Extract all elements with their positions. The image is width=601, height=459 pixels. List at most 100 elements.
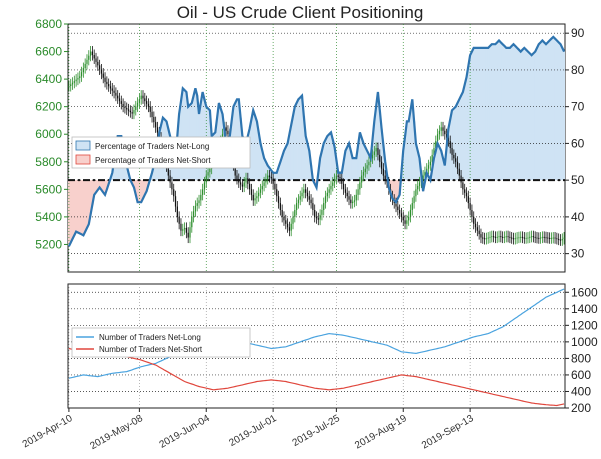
candle-body [209,168,211,173]
candle-body [174,196,177,207]
left-tick-label: 5800 [35,155,62,169]
candle-body [111,88,113,91]
x-tick-label: 2019-Aug-19 [353,413,409,452]
candle-body [203,182,206,190]
candle-body [492,236,495,238]
candle-body [144,98,146,102]
sentiment-bg-bar [414,143,418,181]
candle-body [539,237,542,239]
sentiment-bg-bar [185,91,188,181]
candle-body [431,154,433,162]
candle-body [131,112,133,114]
sentiment-bg-bar [498,40,501,181]
sentiment-bg-bar [111,172,114,181]
sentiment-bg-bar [346,147,349,181]
sentiment-bg-bar [433,158,436,181]
chart-title: Oil - US Crude Client Positioning [177,3,424,22]
candle-body [344,189,347,193]
candle-body [397,206,399,210]
candle-body [350,199,352,204]
sentiment-bg-bar [492,44,495,181]
candle-body [276,189,278,197]
candle-body [182,229,184,231]
right-tick-label: 40 [571,210,585,224]
sentiment-bg-bar [528,53,532,181]
candle-body [319,214,321,220]
candle-body [379,154,381,162]
sentiment-bg-bar [264,161,268,181]
candle-body [234,165,236,176]
right-tick-label: 60 [571,136,585,150]
candle-body [552,237,554,239]
candle-body [478,230,480,235]
candle-body [326,192,328,197]
candle-body [169,175,171,183]
left-tick-label: 6200 [35,100,62,114]
candle-body [288,227,291,231]
candle-body [467,196,469,204]
sentiment-bg-bar [348,143,351,181]
sentiment-bg-bar [483,47,486,181]
candle-body [102,73,104,78]
candle-body [330,185,332,190]
sentiment-bg-bar [474,47,477,181]
sentiment-bg-bar [507,47,510,181]
sentiment-bg-bar [516,47,519,181]
sentiment-bg-bar [377,91,380,181]
sentiment-bg-bar [154,158,157,181]
candle-body [444,130,446,135]
right-tick-label: 80 [571,63,585,77]
candle-body [556,238,558,240]
sentiment-bg-bar [105,180,109,190]
sentiment-bg-bar [519,51,523,181]
sentiment-bg-bar [395,180,398,203]
candle-body [115,92,117,96]
candle-body [408,216,410,221]
candle-body [558,238,560,240]
sentiment-bg-bar [496,42,499,181]
sentiment-bg-bar [362,143,365,181]
candle-body [292,216,294,224]
candle-body [314,210,316,217]
candle-body [323,203,325,210]
candle-body [324,196,327,204]
candle-body [97,61,99,66]
candle-body [265,179,267,183]
sentiment-bg-bar [527,51,530,181]
candle-body [306,192,309,197]
candle-body [241,184,244,187]
candle-body [305,189,307,193]
sentiment-bg-bar [545,44,548,181]
sentiment-bg-bar [391,180,394,199]
legend-label-net-long: Percentage of Traders Net-Long [95,142,209,151]
candle-body [79,76,81,78]
sentiment-bg-bar [476,47,479,181]
candle-body [453,154,455,159]
candle-body [547,237,549,239]
sentiment-bg-bar [252,110,255,181]
candle-body [267,175,269,179]
sentiment-bg-bar [254,115,257,181]
candle-body [440,127,442,131]
candle-body [299,196,301,200]
sentiment-bg-bar [96,180,100,190]
candle-body [476,227,478,231]
candle-body [491,236,493,238]
sentiment-bg-bar [405,121,409,181]
sentiment-bg-bar [537,44,541,181]
top-legend: Percentage of Traders Net-Long Percentag… [71,136,251,169]
candle-body [487,237,489,239]
candle-body [126,108,128,110]
candle-body [465,192,468,197]
candle-body [310,199,312,204]
candle-body [120,101,122,104]
sentiment-bg-bar [75,180,78,232]
sentiment-bg-bar [342,161,345,181]
right-axis-percent: 30 40 50 60 70 80 90 [565,26,585,261]
sentiment-bg-bar [125,165,129,181]
sentiment-bg-bar [525,49,528,181]
candle-body [290,223,292,231]
candle-body [205,175,207,183]
sentiment-bg-bar [514,46,517,181]
